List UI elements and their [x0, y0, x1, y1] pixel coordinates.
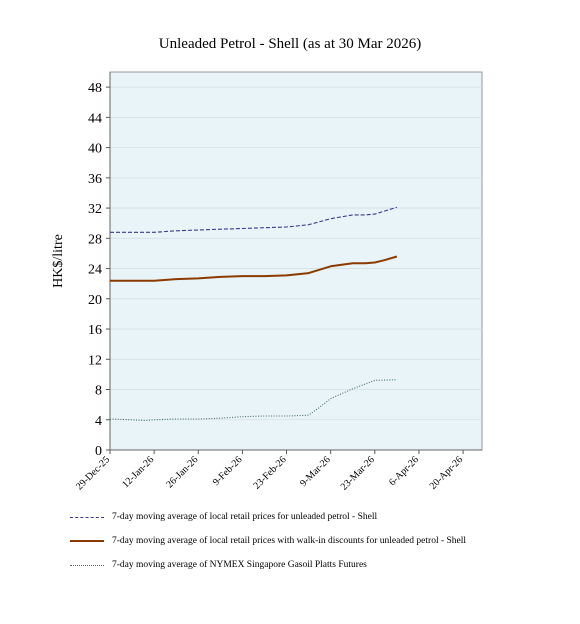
y-tick-label: 24	[88, 263, 102, 278]
x-tick-label: 26-Jan-26	[164, 454, 200, 490]
y-tick-label: 48	[88, 81, 102, 96]
legend-item-1: 7-day moving average of local retail pri…	[70, 508, 377, 526]
y-tick-label: 8	[95, 384, 102, 399]
y-tick-label: 40	[88, 142, 102, 157]
x-tick-label: 6-Apr-26	[387, 454, 421, 488]
x-tick-label: 23-Mar-26	[339, 454, 377, 492]
y-tick-label: 4	[95, 414, 102, 429]
y-tick-label: 12	[88, 353, 102, 368]
x-tick-label: 9-Mar-26	[298, 454, 333, 489]
series-line-2	[110, 255, 398, 282]
series-line-1	[110, 206, 398, 233]
y-tick-label: 16	[88, 323, 102, 338]
x-tick-label: 9-Feb-26	[211, 454, 245, 488]
x-tick-label: 29-Dec-25	[74, 454, 112, 492]
y-axis-label: HK$/litre	[51, 234, 66, 288]
plot-background	[109, 71, 483, 451]
y-tick-label: 32	[88, 202, 102, 217]
legend-item-3: 7-day moving average of NYMEX Singapore …	[70, 556, 367, 574]
legend-swatch-2	[70, 540, 104, 542]
legend-label-3: 7-day moving average of NYMEX Singapore …	[112, 560, 367, 570]
chart-title: Unleaded Petrol - Shell (as at 30 Mar 20…	[158, 36, 422, 52]
legend-swatch-3	[70, 564, 104, 566]
legend-label-2: 7-day moving average of local retail pri…	[112, 536, 467, 546]
y-tick-label: 20	[88, 293, 102, 308]
y-tick-label: 28	[88, 232, 102, 247]
y-tick-label: 36	[88, 172, 102, 187]
x-tick-label: 12-Jan-26	[120, 454, 156, 490]
x-tick-label: 23-Feb-26	[251, 454, 288, 491]
x-tick-label: 20-Apr-26	[428, 454, 465, 491]
legend-item-2: 7-day moving average of local retail pri…	[70, 532, 466, 550]
series-line-3	[109, 379, 397, 422]
y-tick-label: 0	[95, 444, 102, 459]
y-tick-label: 44	[88, 111, 102, 126]
legend-label-1: 7-day moving average of local retail pri…	[112, 512, 378, 522]
legend-swatch-1	[70, 516, 104, 518]
